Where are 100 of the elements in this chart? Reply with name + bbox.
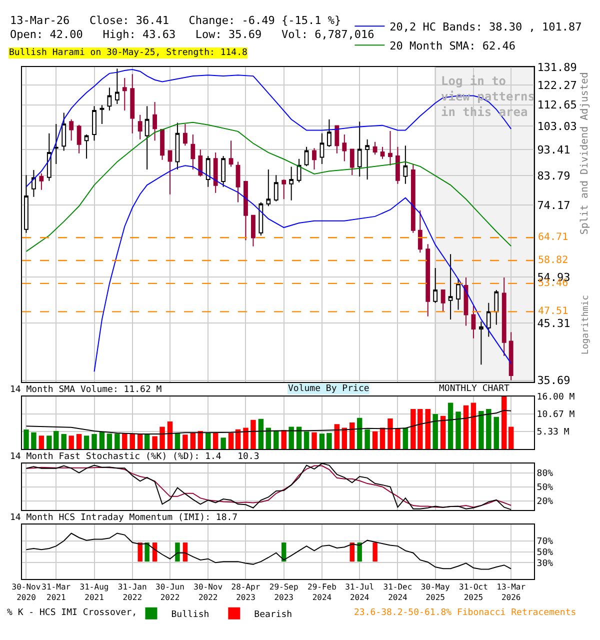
- bar: [235, 429, 241, 450]
- bar: [486, 409, 492, 450]
- candlestick: [130, 74, 135, 134]
- x-tick-label: 31-Oct 2025: [459, 582, 488, 602]
- y-tick-label: 5.33 M: [536, 428, 570, 438]
- chart-title: 14 Month SMA Volume: 11.62 M: [10, 385, 162, 395]
- y-tick-label: 103.03: [537, 120, 577, 134]
- candlestick: [418, 210, 422, 254]
- text: 23.6-38.2-50-61.8% Fibonacci Retracements: [354, 608, 576, 618]
- y-tick-label: 16.00 M: [536, 392, 576, 403]
- x-tick-label: 31-Jul 2024: [345, 582, 374, 602]
- candlestick: [502, 276, 506, 356]
- bar: [114, 434, 120, 450]
- chart-subtitle: Open: 42.00 High: 43.63 Low: 35.69 Vol: 6,787,016: [10, 28, 374, 41]
- bar: [402, 428, 408, 450]
- bar: [296, 426, 302, 450]
- candlestick: [236, 161, 240, 203]
- candlestick: [213, 152, 218, 194]
- candlestick: [24, 174, 28, 234]
- bar: [99, 432, 105, 450]
- candlestick: [312, 148, 316, 170]
- bar: [501, 396, 507, 450]
- y-tick-label: 112.65: [537, 98, 577, 112]
- bar: [319, 434, 325, 450]
- bar: [258, 418, 264, 450]
- candlestick: [320, 132, 324, 164]
- bar: [250, 420, 256, 450]
- ref-line-label: 47.51: [538, 306, 568, 317]
- candlestick: [326, 118, 332, 148]
- legend-label: 20,2 HC Bands: 38.30 , 101.87: [390, 20, 582, 34]
- line-series: [26, 532, 512, 570]
- bar: [243, 428, 248, 450]
- x-tick-label: 29-Feb 2024: [308, 582, 337, 602]
- y-tick-label: 80%: [536, 468, 554, 479]
- bar: [364, 429, 370, 450]
- ref-line-label: 64.71: [538, 232, 568, 243]
- bar: [38, 436, 44, 450]
- y-tick-label: 30%: [536, 558, 554, 569]
- candlestick: [144, 106, 150, 170]
- text: Bullish Harami on 30-May-25, Strength: 114.8: [9, 48, 248, 58]
- bar: [440, 416, 446, 450]
- y-tick-label: 74.17: [537, 198, 570, 212]
- candlestick: [410, 163, 416, 234]
- candlestick: [388, 130, 392, 166]
- bar: [167, 422, 173, 450]
- bar: [76, 434, 82, 450]
- x-tick-label: 30-Jun 2022: [156, 582, 185, 602]
- x-tick-label: 30-Nov 2022: [194, 582, 223, 602]
- bar: [174, 433, 180, 450]
- candlestick: [372, 141, 378, 156]
- candlestick: [69, 118, 74, 142]
- text: MONTHLY CHART: [439, 384, 510, 394]
- candlestick: [296, 158, 302, 183]
- candlestick: [464, 276, 468, 326]
- candlestick: [365, 138, 370, 180]
- bar: [350, 422, 355, 450]
- candlestick: [380, 146, 385, 160]
- candlestick: [84, 134, 89, 160]
- candlestick: [251, 214, 256, 247]
- text: Logarithmic: [580, 294, 591, 355]
- chart-title: 14 Month HCS Intraday Momentum (IMI): 18.7: [10, 513, 238, 523]
- bar: [106, 434, 112, 450]
- candlestick: [54, 123, 58, 164]
- candlestick: [168, 150, 172, 195]
- bar: [68, 436, 74, 450]
- x-tick-label: 31-Jan 2022: [118, 582, 147, 602]
- chart-title: 14 Month Fast Stochastic (%K) (%D): 1.4 10.3: [10, 452, 260, 462]
- candlestick: [456, 278, 460, 310]
- x-tick-label: 13-Mar 2026: [496, 582, 526, 602]
- bar: [508, 426, 514, 450]
- bar: [494, 416, 499, 450]
- candlestick: [152, 101, 158, 142]
- bar: [130, 434, 135, 450]
- bar: [92, 434, 97, 450]
- candlestick: [433, 268, 438, 304]
- candlestick: [92, 106, 96, 142]
- y-axis-title: Split and Dividend Adjusted: [580, 72, 591, 235]
- bar: [432, 414, 438, 450]
- candlestick: [198, 148, 203, 178]
- x-tick-label: 31-Mar 2021: [42, 582, 71, 602]
- candlestick: [228, 140, 234, 168]
- candlestick: [334, 125, 340, 154]
- candlestick: [486, 302, 491, 338]
- bar: [281, 430, 286, 450]
- candlestick: [122, 77, 127, 111]
- x-tick-label: 30-Nov 2020: [12, 582, 41, 602]
- candlestick: [206, 155, 210, 188]
- line-series: [26, 122, 512, 252]
- candlestick: [107, 87, 112, 111]
- candlestick: [138, 114, 142, 140]
- bar: [342, 428, 348, 450]
- candlestick: [46, 132, 52, 182]
- bar: [31, 432, 36, 450]
- bar: [137, 434, 143, 450]
- candlestick: [494, 290, 499, 326]
- candlestick: [350, 148, 354, 176]
- bar: [212, 433, 218, 450]
- bar: [395, 428, 400, 450]
- y-tick-label: 10.67 M: [536, 410, 576, 420]
- x-tick-label: 31-Dec 2024: [383, 582, 412, 602]
